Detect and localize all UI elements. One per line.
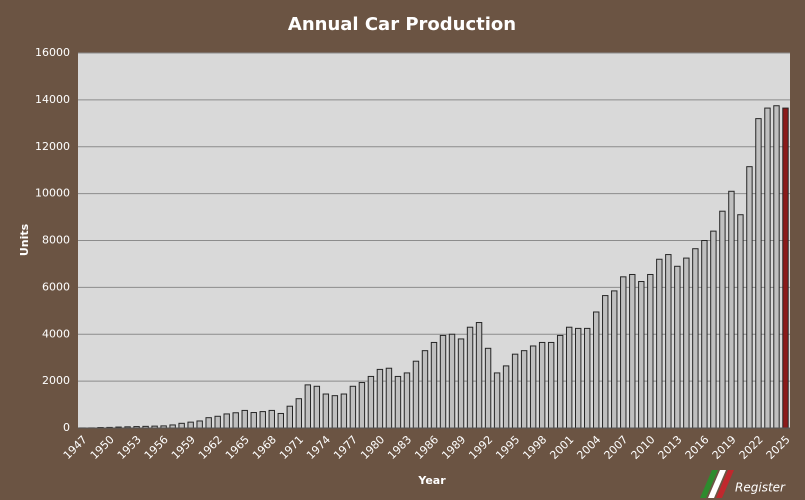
y-tick-label: 10000	[35, 187, 70, 200]
bar	[647, 273, 654, 429]
bar	[196, 420, 203, 429]
bar	[394, 375, 402, 429]
bar	[773, 105, 780, 429]
bar	[520, 350, 528, 429]
bar	[611, 290, 618, 429]
bar	[493, 372, 501, 429]
bar	[187, 421, 194, 429]
bar	[602, 295, 609, 429]
bar	[448, 333, 456, 429]
bar	[710, 230, 717, 429]
bar	[475, 322, 483, 429]
chart-title: Annual Car Production	[288, 14, 516, 35]
bar	[232, 412, 239, 429]
y-tick-label: 4000	[42, 327, 70, 340]
bar	[665, 254, 672, 429]
x-axis-title: Year	[417, 474, 446, 487]
y-tick-label: 16000	[35, 46, 70, 59]
y-tick-label: 12000	[35, 140, 70, 153]
bar	[782, 107, 789, 429]
bar	[502, 365, 510, 429]
bar	[223, 413, 230, 429]
bar	[331, 395, 339, 429]
bar	[322, 393, 330, 429]
bar	[304, 384, 312, 429]
bar	[457, 338, 465, 429]
bar	[430, 341, 438, 429]
bar	[466, 326, 474, 429]
bar	[511, 353, 519, 429]
bar	[241, 409, 248, 429]
bar	[692, 248, 699, 429]
bar	[421, 350, 429, 429]
bar	[340, 393, 348, 429]
y-tick-label: 0	[63, 421, 70, 434]
bar	[268, 409, 275, 429]
bar	[178, 422, 185, 429]
bar	[313, 385, 321, 429]
y-tick-label: 2000	[42, 374, 70, 387]
bar	[367, 375, 375, 429]
bar	[620, 276, 627, 429]
bar	[719, 210, 726, 429]
y-axis-title: Units	[18, 223, 31, 256]
bar	[259, 411, 266, 429]
bar	[683, 257, 690, 429]
bar	[629, 273, 636, 429]
bar	[295, 398, 303, 429]
bar	[701, 240, 708, 429]
y-tick-label: 14000	[35, 93, 70, 106]
bar	[674, 265, 681, 429]
bar	[349, 385, 357, 429]
bar	[214, 415, 221, 429]
bar	[593, 311, 600, 429]
bar	[403, 372, 411, 429]
bar	[764, 107, 771, 429]
bar	[584, 327, 591, 429]
bar	[277, 412, 284, 429]
bar	[286, 405, 294, 429]
bar	[556, 334, 564, 429]
bar	[574, 327, 582, 429]
logo: Register	[700, 470, 786, 498]
bar	[412, 360, 420, 429]
bar	[484, 347, 492, 429]
bar	[746, 166, 753, 429]
bar	[728, 190, 735, 429]
bar	[638, 281, 645, 429]
bar	[547, 341, 555, 429]
logo-text: Register	[735, 481, 786, 495]
bar	[737, 214, 744, 429]
bar	[538, 341, 546, 429]
y-tick-label: 6000	[42, 280, 70, 293]
bar	[250, 412, 257, 429]
bar	[376, 368, 384, 429]
bar	[205, 417, 212, 429]
bar	[439, 334, 447, 429]
bar	[529, 345, 537, 429]
bar	[755, 118, 762, 429]
bar	[358, 382, 366, 429]
bar	[565, 326, 573, 429]
bar	[656, 258, 663, 429]
bar	[385, 367, 393, 429]
y-tick-label: 8000	[42, 234, 70, 247]
